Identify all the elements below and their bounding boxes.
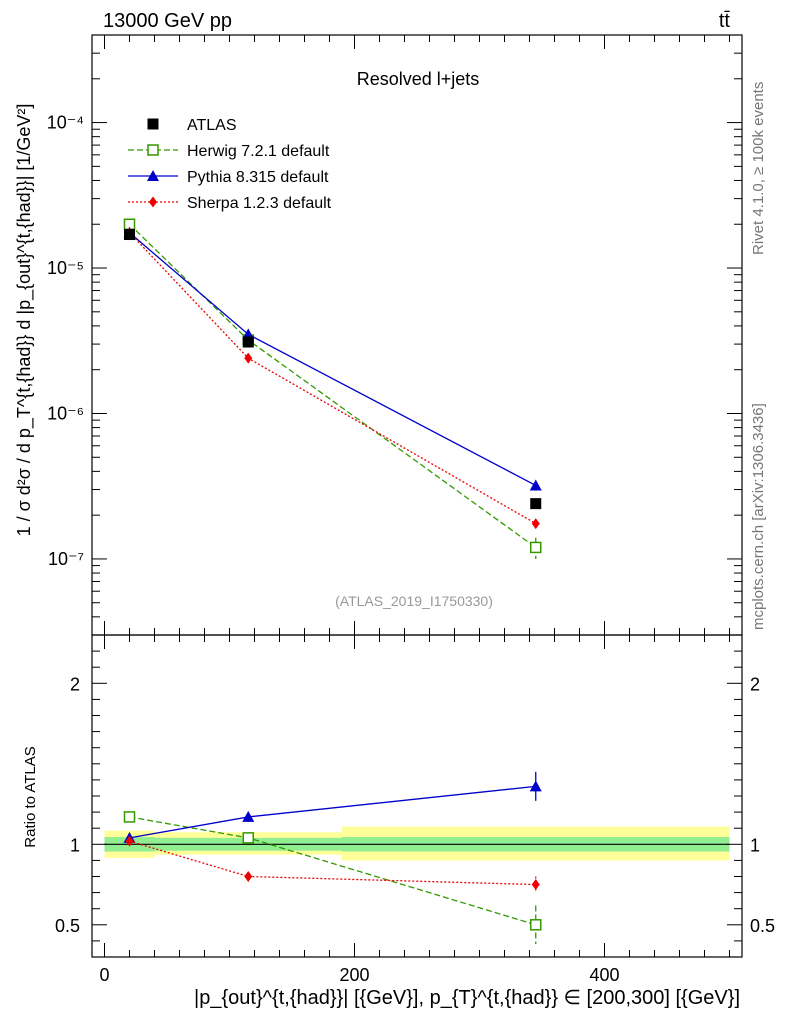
main-y-axis-label: 1 / σ d²σ / d p_T^{t,{had}} d |p_{out}^{… [14,104,35,537]
ratio-y-tick-label-left: 1 [70,835,80,855]
ratio-point-herwig [242,832,254,844]
main-point-atlas [242,336,254,348]
main-y-tick-label: 10⁻⁵ [47,258,84,278]
analysis-watermark: (ATLAS_2019_I1750330) [335,593,493,609]
ratio-y-tick-label-left: 0.5 [55,916,80,936]
legend-marker-herwig [147,144,159,156]
legend-marker-sherpa [149,196,157,208]
main-plot-title: Resolved l+jets [357,69,480,89]
main-point-herwig [530,541,542,554]
ratio-y-tick-label-right: 0.5 [750,916,775,936]
data-series [123,218,542,945]
main-y-tick-label: 10⁻⁴ [47,113,84,133]
main-point-atlas [124,229,135,241]
ratio-point-pythia [242,810,255,822]
x-tick-label: 0 [99,965,109,985]
main-series-line-herwig [129,223,537,548]
main-point-sherpa [244,352,253,364]
ratio-y-axis-label: Ratio to ATLAS [22,746,39,847]
ratio-series-line-sherpa [129,840,536,886]
legend-marker-atlas [147,118,159,130]
main-y-tick-label: 10⁻⁷ [48,549,84,569]
ratio-uncertainty-bands [104,826,730,861]
ratio-y-tick-label-right: 1 [750,835,760,855]
header-right-label: tt̄ [719,10,731,32]
ratio-point-sherpa [531,879,540,891]
legend-marker-pythia [147,170,159,181]
legend-label-herwig: Herwig 7.2.1 default [187,143,330,160]
ratio-point-sherpa [125,835,134,847]
main-series-line-pythia [129,232,537,487]
ratio-plot-frame [91,634,743,958]
legend-label-atlas: ATLAS [187,117,237,134]
main-point-sherpa [531,518,540,530]
main-point-atlas [530,498,542,510]
ratio-point-sherpa [244,871,253,882]
x-tick-label: 200 [339,965,369,985]
legend-label-pythia: Pythia 8.315 default [187,169,329,186]
rivet-version-label: Rivet 4.1.0, ≥ 100k events [750,82,767,255]
ratio-point-pythia [529,780,542,792]
mcplots-label: mcplots.cern.ch [arXiv:1306.3436] [750,403,767,630]
ratio-point-herwig [530,919,542,931]
ratio-y-tick-label-left: 2 [70,674,80,694]
x-axis-label: |p_{out}^{t,{had}}| [{GeV}], p_{T}^{t,{h… [194,987,740,1009]
ratio-point-herwig [123,811,136,823]
legend: ATLAS Herwig 7.2.1 default Pythia 8.315 de… [128,117,332,212]
ratio-y-tick-label-right: 2 [750,674,760,694]
x-tick-label: 400 [589,965,619,985]
header-left-label: 13000 GeV pp [103,10,232,32]
main-y-tick-label: 10⁻⁶ [47,403,84,423]
legend-label-sherpa: Sherpa 1.2.3 default [187,195,332,212]
axes: 10⁻⁷ 10⁻⁶ 10⁻⁵ 10⁻⁴ 0 200 400 0.5 0.5 1 1 2 2 [47,34,775,985]
main-point-pythia [529,479,542,491]
